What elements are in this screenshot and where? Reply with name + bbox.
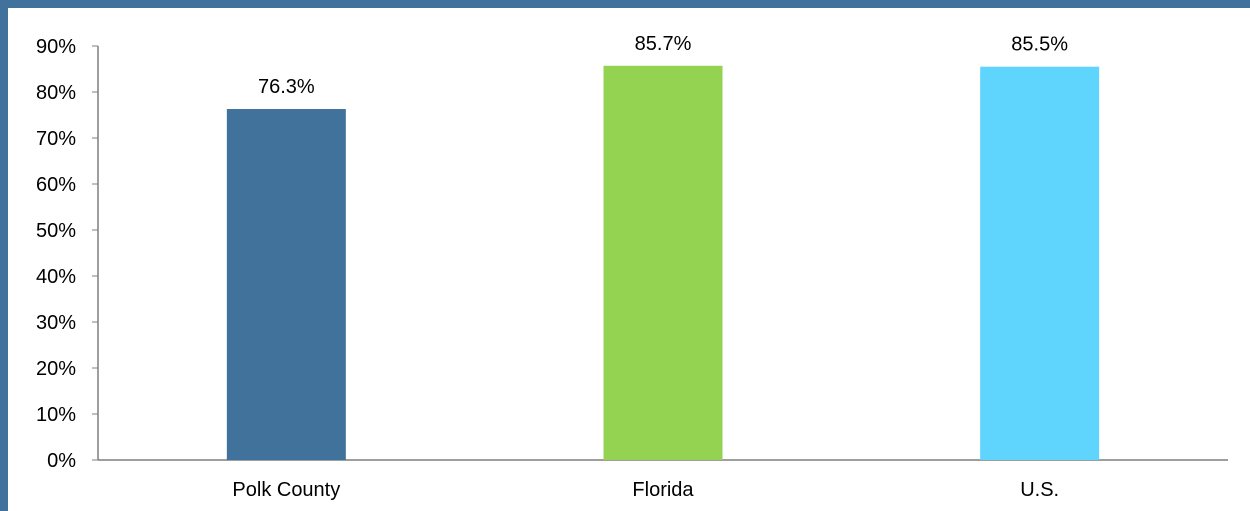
bar-florida [603, 65, 723, 460]
bars [226, 65, 1100, 461]
y-tick-labels: 0% 10% 20% 30% 40% 50% 60% 70% 80% 90% [36, 36, 98, 472]
y-tick-label: 40% [36, 266, 76, 288]
y-tick-label: 20% [36, 358, 76, 380]
y-tick-label: 10% [36, 404, 76, 426]
category-label: U.S. [1020, 479, 1059, 501]
y-tick-label: 90% [36, 36, 76, 58]
bar-polk-county [226, 109, 346, 461]
y-tick-label: 50% [36, 220, 76, 242]
frame-border-top [0, 0, 1250, 8]
bar-value-label: 85.5% [1011, 34, 1068, 56]
y-tick-label: 30% [36, 312, 76, 334]
category-label: Polk County [232, 479, 340, 501]
data-labels: 76.3% 85.7% 85.5% [258, 33, 1068, 98]
bar-value-label: 76.3% [258, 76, 315, 98]
y-tick-label: 60% [36, 174, 76, 196]
frame-border-left [0, 0, 8, 511]
y-tick-label: 0% [47, 450, 76, 472]
category-label: Florida [632, 479, 694, 501]
bar-value-label: 85.7% [635, 33, 692, 55]
y-tick-label: 80% [36, 82, 76, 104]
y-tick-label: 70% [36, 128, 76, 150]
bar-u-s [980, 66, 1100, 460]
category-labels: Polk County Florida U.S. [232, 479, 1059, 501]
